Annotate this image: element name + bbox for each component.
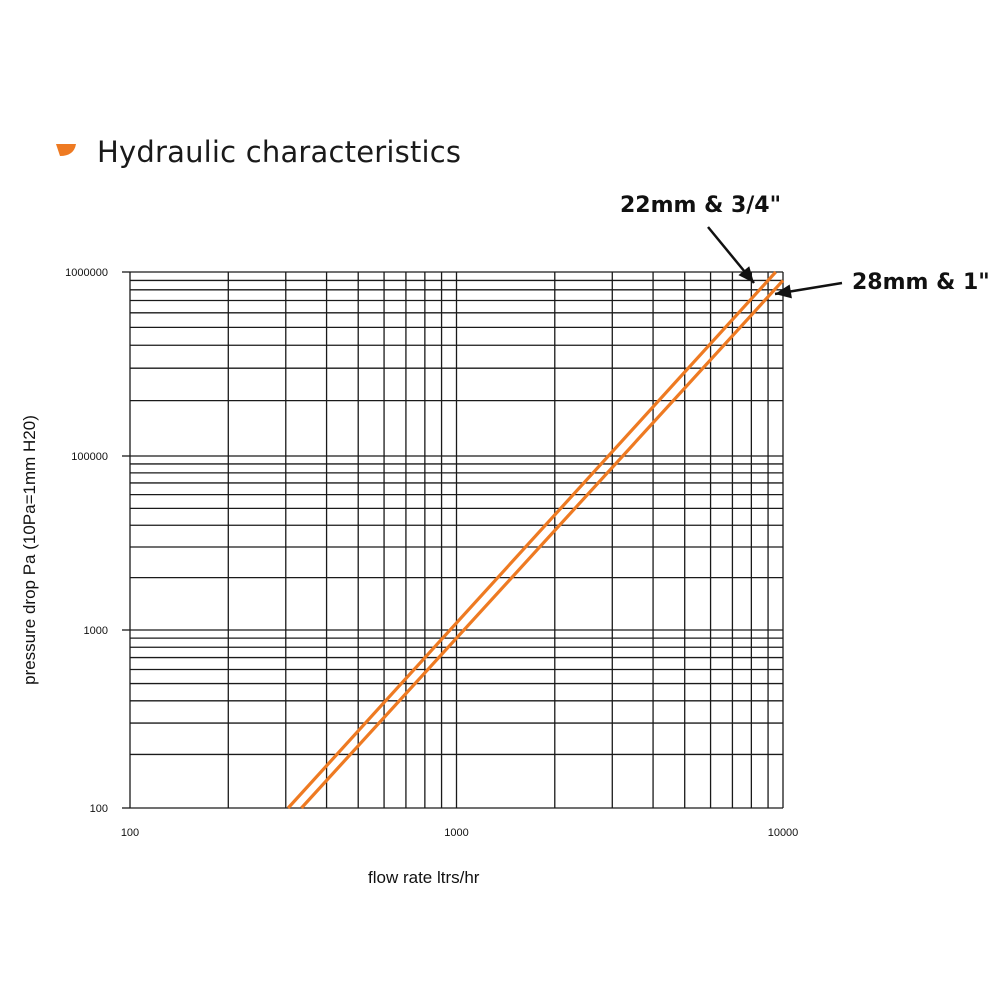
series-label-28mm: 28mm & 1"	[852, 270, 990, 295]
y-axis-label: pressure drop Pa (10Pa=1mm H20)	[20, 415, 39, 685]
arrow-22mm-head	[738, 266, 754, 283]
arrows	[707, 226, 843, 299]
x-tick-label: 1000	[444, 827, 468, 839]
x-tick-label: 100	[121, 827, 139, 839]
grid-layer	[122, 271, 784, 809]
series-label-22mm: 22mm & 3/4"	[620, 193, 782, 218]
page-title: Hydraulic characteristics	[97, 135, 462, 169]
x-tick-label: 10000	[768, 827, 799, 839]
bullet-shape	[56, 144, 76, 156]
title-row: Hydraulic characteristics	[55, 132, 461, 172]
series-line-28mm	[300, 279, 785, 810]
arrow-28mm-head	[775, 284, 792, 299]
y-tick-label: 100	[90, 803, 108, 815]
y-tick-label: 1000000	[65, 267, 108, 279]
series-line-22mm	[286, 270, 777, 810]
series-layer	[286, 270, 785, 810]
y-tick-label: 1000	[84, 625, 108, 637]
bullet-icon	[56, 144, 76, 156]
y-tick-label: 100000	[71, 451, 108, 463]
x-axis-label: flow rate ltrs/hr	[368, 868, 480, 887]
tick-labels: 100 1000 10000 100 1000 100000 1000000	[65, 267, 798, 839]
